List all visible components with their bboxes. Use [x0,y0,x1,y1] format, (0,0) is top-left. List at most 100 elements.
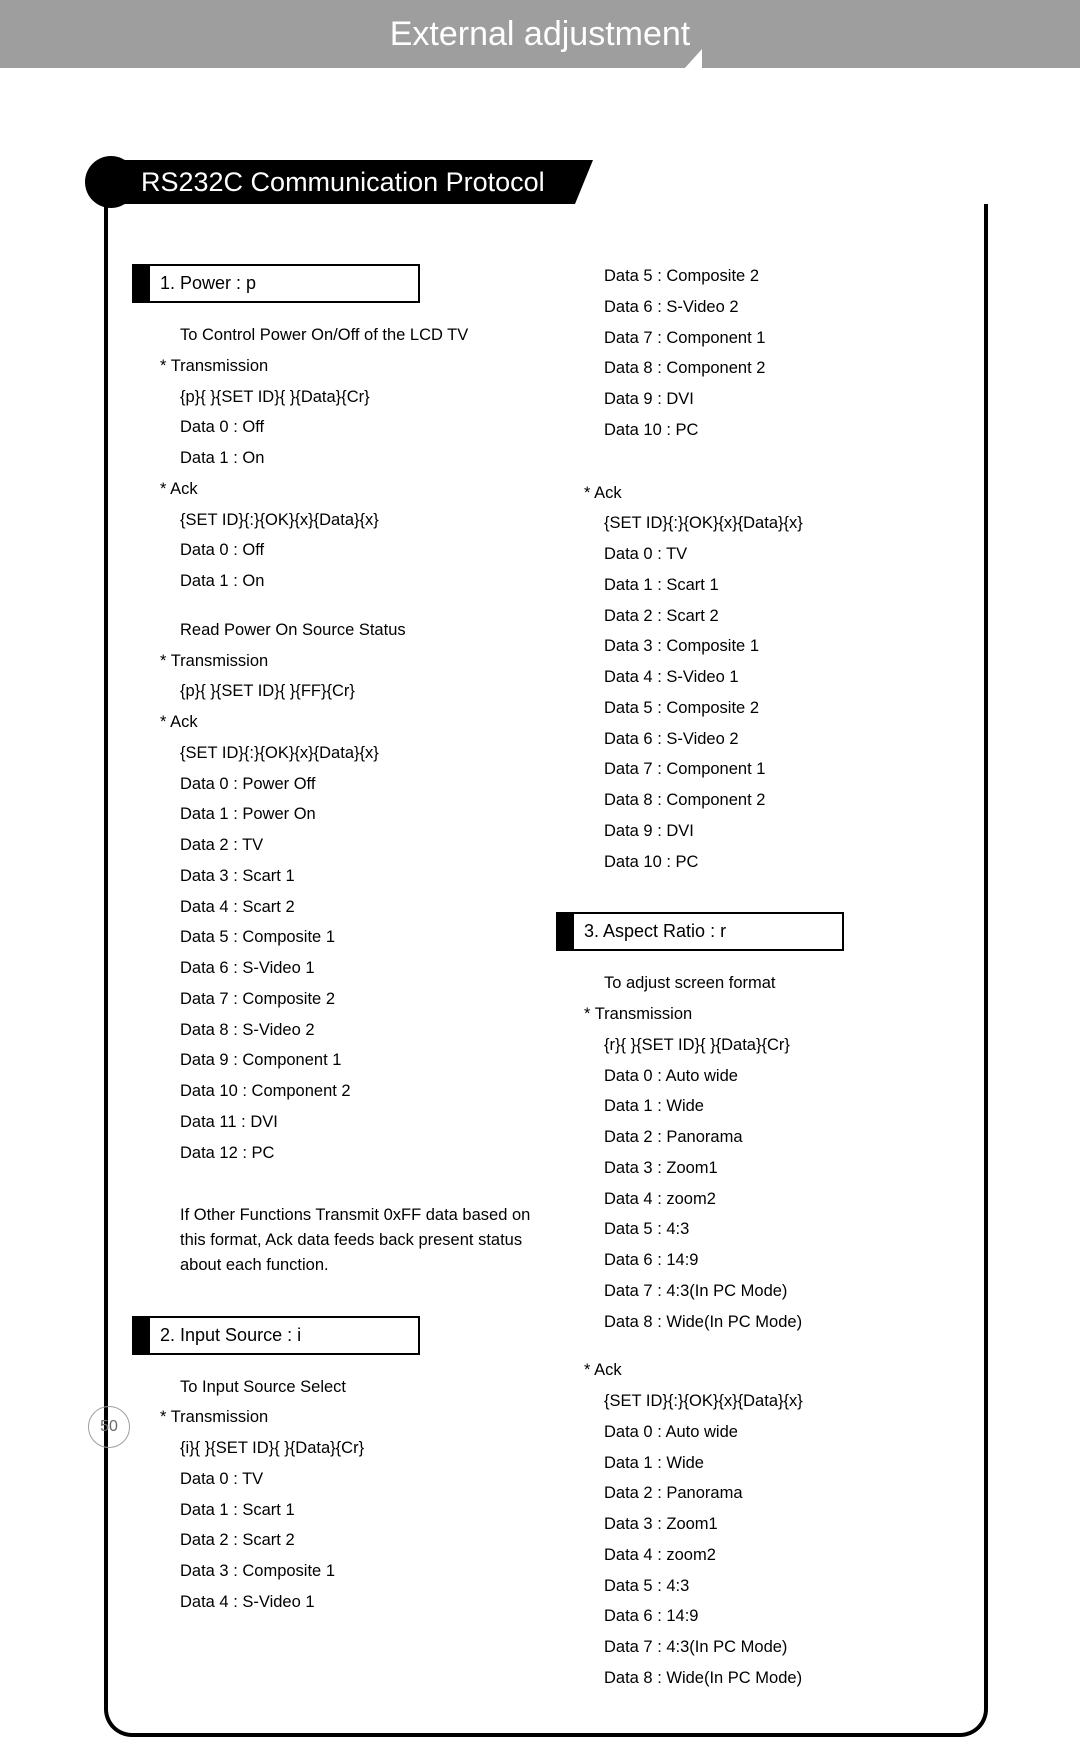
cmd2-d4: Data 4 : S-Video 1 [132,1590,536,1615]
cmd1-read-tx-label: * Transmission [132,649,536,674]
content-frame: 1. Power : p To Control Power On/Off of … [104,204,988,1737]
cmd1-ack-d1: Data 1 : On [132,569,536,594]
cmd2-tx-fmt: {i}{ }{SET ID}{ }{Data}{Cr} [132,1436,536,1461]
cmd2-a6: Data 6 : S-Video 2 [556,727,960,752]
cmd1-tx-d1: Data 1 : On [132,446,536,471]
cmd1-rd1: Data 1 : Power On [132,802,536,827]
cmd3-d3: Data 3 : Zoom1 [556,1156,960,1181]
cmd2-a10: Data 10 : PC [556,850,960,875]
cmd2-a9: Data 9 : DVI [556,819,960,844]
cmd-aspect-title: 3. Aspect Ratio : r [574,912,844,951]
section-title-bar: RS232C Communication Protocol [111,160,575,204]
cmd3-a2: Data 2 : Panorama [556,1481,960,1506]
cmd3-a8: Data 8 : Wide(In PC Mode) [556,1666,960,1691]
cmd3-d4: Data 4 : zoom2 [556,1187,960,1212]
cmd2-a3: Data 3 : Composite 1 [556,634,960,659]
cmd3-tx-label: * Transmission [556,1002,960,1027]
cmd1-tx-label: * Transmission [132,354,536,379]
cmd1-rd8: Data 8 : S-Video 2 [132,1018,536,1043]
cmd3-ack-label: * Ack [556,1358,960,1383]
cmd2-d9: Data 9 : DVI [556,387,960,412]
cmd2-a0: Data 0 : TV [556,542,960,567]
cmd3-a1: Data 1 : Wide [556,1451,960,1476]
cmd2-d5: Data 5 : Composite 2 [556,264,960,289]
section-bar-notch [575,160,593,204]
cmd2-a7: Data 7 : Component 1 [556,757,960,782]
cmd2-a8: Data 8 : Component 2 [556,788,960,813]
cmd2-a1: Data 1 : Scart 1 [556,573,960,598]
cmd3-a6: Data 6 : 14:9 [556,1604,960,1629]
cmd3-d6: Data 6 : 14:9 [556,1248,960,1273]
cmd2-d1: Data 1 : Scart 1 [132,1498,536,1523]
section-title: RS232C Communication Protocol [141,167,545,198]
cmd3-a5: Data 5 : 4:3 [556,1574,960,1599]
cmd3-ack-fmt: {SET ID}{:}{OK}{x}{Data}{x} [556,1389,960,1414]
cmd-tab-icon [132,1316,150,1355]
cmd-input-title: 2. Input Source : i [150,1316,420,1355]
cmd1-ack-d0: Data 0 : Off [132,538,536,563]
cmd3-tx-fmt: {r}{ }{SET ID}{ }{Data}{Cr} [556,1033,960,1058]
section-title-row: RS232C Communication Protocol [85,156,1080,208]
content-columns: 1. Power : p To Control Power On/Off of … [132,264,960,1697]
cmd1-rd5: Data 5 : Composite 1 [132,925,536,950]
cmd1-read-tx-fmt: {p}{ }{SET ID}{ }{FF}{Cr} [132,679,536,704]
page-number: 50 [88,1406,130,1448]
section-bullet-circle [85,156,137,208]
cmd2-d8: Data 8 : Component 2 [556,356,960,381]
cmd2-desc: To Input Source Select [132,1375,536,1400]
cmd2-tx-label: * Transmission [132,1405,536,1430]
cmd1-rd7: Data 7 : Composite 2 [132,987,536,1012]
cmd3-a4: Data 4 : zoom2 [556,1543,960,1568]
cmd1-tx-d0: Data 0 : Off [132,415,536,440]
page-header-banner: External adjustment [0,0,1080,68]
cmd3-d8: Data 8 : Wide(In PC Mode) [556,1310,960,1335]
cmd3-a0: Data 0 : Auto wide [556,1420,960,1445]
cmd-power-header: 1. Power : p [132,264,536,303]
cmd3-a3: Data 3 : Zoom1 [556,1512,960,1537]
cmd3-d5: Data 5 : 4:3 [556,1217,960,1242]
cmd-power-title: 1. Power : p [150,264,420,303]
cmd1-read-ack-label: * Ack [132,710,536,735]
page-number-text: 50 [100,1418,118,1436]
right-column: Data 5 : Composite 2 Data 6 : S-Video 2 … [556,264,960,1697]
cmd2-d3: Data 3 : Composite 1 [132,1559,536,1584]
cmd1-rd4: Data 4 : Scart 2 [132,895,536,920]
cmd2-a5: Data 5 : Composite 2 [556,696,960,721]
cmd-tab-icon [556,912,574,951]
cmd1-rd3: Data 3 : Scart 1 [132,864,536,889]
cmd3-d1: Data 1 : Wide [556,1094,960,1119]
cmd1-rd11: Data 11 : DVI [132,1110,536,1135]
cmd1-rd12: Data 12 : PC [132,1141,536,1166]
cmd3-d7: Data 7 : 4:3(In PC Mode) [556,1279,960,1304]
cmd2-d2: Data 2 : Scart 2 [132,1528,536,1553]
cmd1-rd9: Data 9 : Component 1 [132,1048,536,1073]
cmd2-ack-fmt: {SET ID}{:}{OK}{x}{Data}{x} [556,511,960,536]
page-header-title: External adjustment [390,15,691,54]
cmd-tab-icon [132,264,150,303]
cmd2-d0: Data 0 : TV [132,1467,536,1492]
cmd1-rd6: Data 6 : S-Video 1 [132,956,536,981]
cmd3-a7: Data 7 : 4:3(In PC Mode) [556,1635,960,1660]
header-notch-decoration [684,49,702,69]
cmd1-read-ack-fmt: {SET ID}{:}{OK}{x}{Data}{x} [132,741,536,766]
cmd3-d0: Data 0 : Auto wide [556,1064,960,1089]
cmd1-ack-fmt: {SET ID}{:}{OK}{x}{Data}{x} [132,508,536,533]
cmd2-a2: Data 2 : Scart 2 [556,604,960,629]
cmd1-ack-label: * Ack [132,477,536,502]
cmd2-a4: Data 4 : S-Video 1 [556,665,960,690]
cmd1-rd2: Data 2 : TV [132,833,536,858]
cmd1-rd0: Data 0 : Power Off [132,772,536,797]
cmd1-note: If Other Functions Transmit 0xFF data ba… [132,1203,536,1277]
cmd2-ack-label: * Ack [556,481,960,506]
cmd2-d6: Data 6 : S-Video 2 [556,295,960,320]
cmd2-d7: Data 7 : Component 1 [556,326,960,351]
cmd1-desc: To Control Power On/Off of the LCD TV [132,323,536,348]
cmd2-d10: Data 10 : PC [556,418,960,443]
cmd3-d2: Data 2 : Panorama [556,1125,960,1150]
cmd-aspect-header: 3. Aspect Ratio : r [556,912,960,951]
left-column: 1. Power : p To Control Power On/Off of … [132,264,536,1697]
cmd1-rd10: Data 10 : Component 2 [132,1079,536,1104]
cmd1-read-desc: Read Power On Source Status [132,618,536,643]
cmd1-tx-fmt: {p}{ }{SET ID}{ }{Data}{Cr} [132,385,536,410]
cmd3-desc: To adjust screen format [556,971,960,996]
